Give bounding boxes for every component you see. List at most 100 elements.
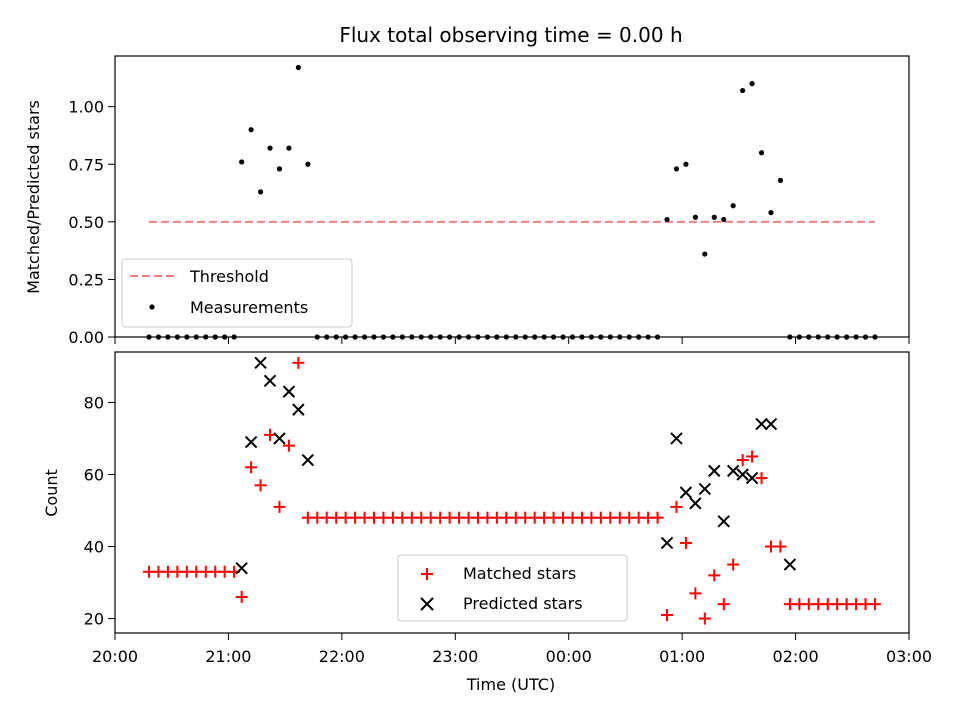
measurement-point <box>541 334 547 340</box>
matched-star-point <box>651 511 664 524</box>
measurement-point <box>654 334 661 340</box>
predicted-star-point <box>783 558 797 571</box>
measurement-point <box>532 334 538 340</box>
count-legend-box <box>397 554 628 622</box>
ratio-x-axis <box>114 337 910 344</box>
ratio-y-tick-label: 0.25 <box>68 270 104 289</box>
matched-star-point <box>679 536 692 549</box>
measurement-point <box>673 166 680 172</box>
measurement-point <box>343 334 349 340</box>
count-x-tick-label: 01:00 <box>659 647 705 666</box>
measurement-point <box>569 334 576 340</box>
matched-star-point <box>273 500 286 513</box>
count-x-tick-label: 02:00 <box>773 647 819 666</box>
ratio-y-axis-label: Matched/Predicted stars <box>24 100 43 294</box>
ratio-y-tick-label: 0.75 <box>68 155 104 174</box>
measurement-point <box>305 161 311 167</box>
count-x-tick-label: 20:00 <box>92 647 138 666</box>
count-x-tick-label: 21:00 <box>205 647 251 666</box>
matched-star-point <box>245 461 258 474</box>
measurement-point <box>862 334 869 340</box>
measurement-point <box>437 334 443 340</box>
measurement-point <box>721 216 727 223</box>
matched-star-point <box>717 598 730 611</box>
matched-star-point <box>661 608 674 621</box>
measurement-point <box>390 334 396 340</box>
measurement-point <box>193 334 199 340</box>
predicted-stars-points <box>235 356 797 575</box>
matched-star-point <box>736 454 749 467</box>
matched-star-point <box>282 439 295 452</box>
measurement-point <box>664 216 670 223</box>
measurement-point <box>825 334 831 340</box>
measurement-point <box>257 189 264 195</box>
measurement-point <box>475 334 481 340</box>
matched-star-point <box>689 587 702 600</box>
measurement-point <box>295 64 301 71</box>
matched-star-point <box>755 472 768 485</box>
measurement-point <box>834 334 840 340</box>
measurement-point <box>617 334 623 340</box>
count-legend: Matched stars Predicted stars <box>397 554 628 622</box>
predicted-star-point <box>254 356 267 370</box>
count-x-tick-label: 00:00 <box>546 647 592 666</box>
measurement-point <box>314 334 320 340</box>
measurement-point <box>579 334 585 340</box>
measurement-point <box>174 334 180 340</box>
matched-stars-legend-label: Matched stars <box>463 564 576 583</box>
measurement-point <box>607 334 613 340</box>
predicted-star-point <box>745 471 759 485</box>
measurement-point <box>155 334 162 340</box>
measurement-point <box>203 334 209 340</box>
measurement-point <box>212 334 218 340</box>
matched-stars-points <box>143 356 881 625</box>
ratio-legend: Threshold Measurements <box>121 258 353 328</box>
predicted-star-point <box>292 403 305 416</box>
predicted-stars-legend-label: Predicted stars <box>463 594 583 613</box>
measurement-point <box>222 334 228 340</box>
measurement-point <box>740 87 746 94</box>
measurement-point <box>636 334 642 340</box>
measurements-legend-label: Measurements <box>190 298 308 317</box>
predicted-star-point <box>726 464 740 478</box>
measurement-point <box>588 334 595 340</box>
matched-star-point <box>264 428 277 441</box>
predicted-star-point <box>679 486 693 499</box>
measurement-point <box>165 334 171 340</box>
measurement-point <box>267 145 273 151</box>
measurement-point <box>806 334 812 340</box>
measurement-point <box>844 334 850 340</box>
measurement-point <box>399 334 405 340</box>
measurement-point <box>503 334 509 340</box>
measurement-point <box>683 161 689 167</box>
measurement-point <box>380 334 387 340</box>
measurement-point <box>815 334 821 340</box>
measurement-point <box>513 334 519 340</box>
predicted-star-point <box>235 561 248 575</box>
predicted-star-point <box>244 435 258 449</box>
measurement-point <box>692 214 698 220</box>
matched-star-point <box>708 569 721 582</box>
predicted-star-point <box>263 374 277 388</box>
measurement-point <box>777 177 784 183</box>
measurement-point <box>146 334 152 340</box>
measurement-points <box>146 64 878 340</box>
count-panel: Count Time (UTC) 20 40 60 80 20:00 21:00 22:0… <box>42 351 932 694</box>
count-y-axis: 20 40 60 80 <box>84 393 115 629</box>
measurement-point <box>711 214 717 220</box>
measurement-point <box>447 334 453 340</box>
count-x-tick-label: 22:00 <box>319 647 365 666</box>
measurement-point <box>796 334 802 340</box>
measurement-point <box>184 334 190 340</box>
predicted-star-point <box>708 464 721 478</box>
measurement-point <box>231 334 237 340</box>
count-y-tick-label: 60 <box>84 465 104 484</box>
measurement-point <box>465 334 472 340</box>
measurement-point <box>418 334 424 340</box>
predicted-star-point <box>670 432 683 445</box>
matched-star-point <box>670 500 683 513</box>
measurement-point <box>626 334 632 340</box>
ratio-y-tick-label: 0.00 <box>68 328 104 347</box>
predicted-star-point <box>689 497 702 510</box>
